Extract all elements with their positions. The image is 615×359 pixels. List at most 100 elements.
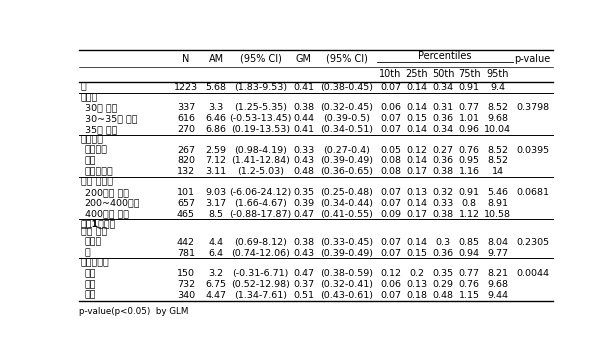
Text: 0.05: 0.05 [380, 145, 401, 155]
Text: 가족 월수입: 가족 월수입 [81, 178, 113, 187]
Text: 0.3: 0.3 [435, 238, 451, 247]
Text: 1.01: 1.01 [459, 114, 480, 123]
Text: 1.15: 1.15 [459, 291, 480, 300]
Text: 0.12: 0.12 [380, 269, 401, 278]
Text: 9.44: 9.44 [487, 291, 508, 300]
Text: 고졸이하: 고졸이하 [84, 145, 108, 155]
Text: (0.25-0.48): (0.25-0.48) [320, 188, 373, 197]
Text: 0.17: 0.17 [406, 167, 427, 176]
Text: 9.03: 9.03 [205, 188, 226, 197]
Text: 4.47: 4.47 [205, 291, 226, 300]
Text: (-0.88-17.87): (-0.88-17.87) [229, 210, 292, 219]
Text: 0.27: 0.27 [432, 145, 453, 155]
Text: (0.36-0.65): (0.36-0.65) [320, 167, 373, 176]
Text: 0.48: 0.48 [293, 167, 314, 176]
Text: 781: 781 [177, 248, 195, 257]
Text: 0.14: 0.14 [406, 125, 427, 134]
Text: 0.2305: 0.2305 [516, 238, 549, 247]
Text: 0.07: 0.07 [380, 199, 401, 208]
Text: 10.04: 10.04 [484, 125, 511, 134]
Text: 1.12: 1.12 [459, 210, 480, 219]
Text: 0.33: 0.33 [293, 145, 314, 155]
Text: 6.75: 6.75 [205, 280, 226, 289]
Text: (1.41-12.84): (1.41-12.84) [231, 157, 290, 165]
Text: 0.07: 0.07 [380, 114, 401, 123]
Text: (0.32-0.41): (0.32-0.41) [320, 280, 373, 289]
Text: 132: 132 [177, 167, 195, 176]
Text: (1.83-9.53): (1.83-9.53) [234, 83, 287, 92]
Text: 0.41: 0.41 [293, 125, 314, 134]
Text: 5.68: 5.68 [205, 83, 226, 92]
Text: 0.44: 0.44 [293, 114, 314, 123]
Text: 5.46: 5.46 [487, 188, 508, 197]
Text: 465: 465 [177, 210, 195, 219]
Text: 9.68: 9.68 [487, 114, 508, 123]
Text: 0.91: 0.91 [459, 188, 480, 197]
Text: 0.08: 0.08 [380, 157, 401, 165]
Text: 25th: 25th [405, 69, 428, 79]
Text: (0.98-4.19): (0.98-4.19) [234, 145, 287, 155]
Text: 0.14: 0.14 [406, 157, 427, 165]
Text: 4.4: 4.4 [208, 238, 223, 247]
Text: 95th: 95th [486, 69, 509, 79]
Text: 9.4: 9.4 [490, 83, 505, 92]
Text: 8.52: 8.52 [487, 157, 508, 165]
Text: 3.17: 3.17 [205, 199, 226, 208]
Text: 9.68: 9.68 [487, 280, 508, 289]
Text: 9.77: 9.77 [487, 248, 508, 257]
Text: 0.96: 0.96 [459, 125, 480, 134]
Text: 0.37: 0.37 [293, 280, 314, 289]
Text: 267: 267 [177, 145, 195, 155]
Text: (0.34-0.51): (0.34-0.51) [320, 125, 373, 134]
Text: 340: 340 [177, 291, 195, 300]
Text: 0.36: 0.36 [432, 114, 453, 123]
Text: (0.38-0.59): (0.38-0.59) [320, 269, 373, 278]
Text: 0.07: 0.07 [380, 291, 401, 300]
Text: 14: 14 [491, 167, 504, 176]
Text: 0.51: 0.51 [293, 291, 314, 300]
Text: (1.34-7.61): (1.34-7.61) [234, 291, 287, 300]
Text: 0.95: 0.95 [459, 157, 480, 165]
Text: 모집계절별: 모집계절별 [81, 259, 109, 268]
Text: 0.14: 0.14 [406, 83, 427, 92]
Text: 직업 유무: 직업 유무 [81, 227, 107, 237]
Text: (0.74-12.06): (0.74-12.06) [231, 248, 290, 257]
Text: 0.14: 0.14 [406, 103, 427, 112]
Text: p-value(p<0.05)  by GLM: p-value(p<0.05) by GLM [79, 307, 189, 316]
Text: 30세 미만: 30세 미만 [84, 103, 117, 112]
Text: 연령별: 연령별 [81, 93, 98, 102]
Text: N: N [182, 53, 189, 64]
Text: 0.07: 0.07 [380, 125, 401, 134]
Text: 0.76: 0.76 [459, 145, 480, 155]
Text: 0.77: 0.77 [459, 103, 480, 112]
Text: (95% CI): (95% CI) [240, 53, 282, 64]
Text: 0.2: 0.2 [409, 269, 424, 278]
Text: 8.21: 8.21 [487, 269, 508, 278]
Text: 0.35: 0.35 [293, 188, 314, 197]
Text: 820: 820 [177, 157, 195, 165]
Text: (-0.31-6.71): (-0.31-6.71) [232, 269, 289, 278]
Text: 35세 이상: 35세 이상 [84, 125, 117, 134]
Text: 10th: 10th [379, 69, 402, 79]
Text: 0.07: 0.07 [380, 248, 401, 257]
Text: 0.14: 0.14 [406, 238, 427, 247]
Text: p-value: p-value [515, 53, 551, 64]
Text: (0.52-12.98): (0.52-12.98) [231, 280, 290, 289]
Text: 6.86: 6.86 [205, 125, 226, 134]
Text: 30~35세 미만: 30~35세 미만 [84, 114, 137, 123]
Text: (0.41-0.55): (0.41-0.55) [320, 210, 373, 219]
Text: 0.34: 0.34 [432, 125, 453, 134]
Text: 200~400만원: 200~400만원 [84, 199, 140, 208]
Text: 0.13: 0.13 [406, 188, 427, 197]
Text: 0.0395: 0.0395 [516, 145, 549, 155]
Text: 3.2: 3.2 [208, 269, 223, 278]
Text: (95% CI): (95% CI) [325, 53, 368, 64]
Text: AM: AM [208, 53, 223, 64]
Text: 0.38: 0.38 [432, 167, 453, 176]
Text: 0.94: 0.94 [459, 248, 480, 257]
Text: (0.39-0.49): (0.39-0.49) [320, 157, 373, 165]
Text: 0.07: 0.07 [380, 238, 401, 247]
Text: 0.17: 0.17 [406, 210, 427, 219]
Text: 8.52: 8.52 [487, 103, 508, 112]
Text: 0.39: 0.39 [293, 199, 314, 208]
